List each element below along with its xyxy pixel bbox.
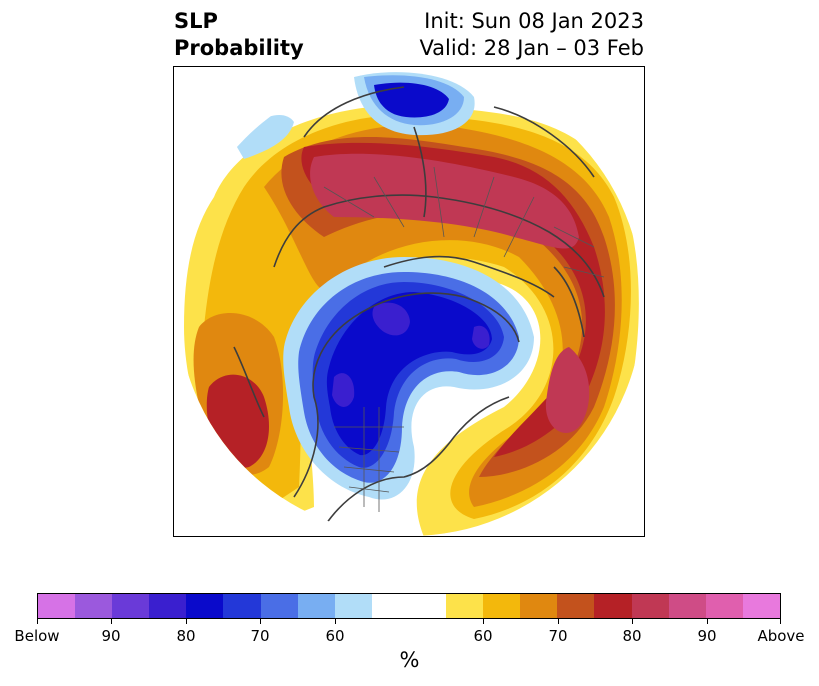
colorbar-tick (260, 619, 261, 624)
colorbar-tick-label: 70 (250, 627, 270, 645)
colorbar-segment (742, 594, 780, 618)
colorbar-tick-label: 80 (176, 627, 196, 645)
colorbar-tick (186, 619, 187, 624)
map-title: SLP Probability (174, 8, 304, 62)
colorbar-segment (297, 594, 335, 618)
colorbar-segment (334, 594, 372, 618)
colorbar-tick (37, 619, 38, 624)
colorbar-segment (520, 594, 558, 618)
colorbar-tick-label: 80 (622, 627, 642, 645)
below-core-region-west (332, 373, 355, 407)
colorbar-tick (335, 619, 336, 624)
colorbar-segment (483, 594, 521, 618)
colorbar-tick (483, 619, 484, 624)
colorbar-segment (705, 594, 743, 618)
colorbar-tick (632, 619, 633, 624)
below-core-region-east (472, 325, 490, 349)
below-strong-region-center (326, 292, 492, 456)
colorbar-segment (149, 594, 187, 618)
colorbar-segment (260, 594, 298, 618)
colorbar (37, 593, 781, 619)
colorbar-ticks: Below 90 80 70 60 60 70 80 90 Above (14, 619, 805, 645)
colorbar-tick-label: 90 (697, 627, 717, 645)
colorbar-segment (75, 594, 113, 618)
colorbar-segment (38, 594, 76, 618)
colorbar-tick (111, 619, 112, 624)
above-peak-region-north (310, 153, 579, 249)
colorbar-segment (631, 594, 669, 618)
colorbar-segment (446, 594, 484, 618)
borders (323, 166, 605, 512)
colorbar-tick-label: 60 (473, 627, 493, 645)
colorbar-segment (223, 594, 261, 618)
below-strong-region-north (374, 82, 449, 118)
title-line-1: SLP (174, 9, 218, 33)
colorbar-segment (557, 594, 595, 618)
colorbar-tick-label: 60 (325, 627, 345, 645)
map-panel (173, 66, 645, 537)
coastlines (233, 86, 605, 528)
init-date: Init: Sun 08 Jan 2023 (424, 9, 644, 33)
colorbar-tick (780, 619, 781, 624)
colorbar-tick-label: Below (14, 627, 60, 645)
colorbar-tick (558, 619, 559, 624)
title-line-2: Probability (174, 36, 304, 60)
valid-date: Valid: 28 Jan – 03 Feb (419, 36, 644, 60)
colorbar-tick-label: 90 (101, 627, 121, 645)
colorbar-tick-label: 70 (548, 627, 568, 645)
colorbar-segment (594, 594, 632, 618)
colorbar-unit: % (399, 648, 420, 672)
above-peak-region-east (545, 347, 590, 433)
colorbar-tick (707, 619, 708, 624)
forecast-dates: Init: Sun 08 Jan 2023 Valid: 28 Jan – 03… (419, 8, 644, 62)
colorbar-segment (186, 594, 224, 618)
colorbar-segment (668, 594, 706, 618)
probability-map (177, 70, 643, 536)
colorbar-tick-label: Above (757, 627, 805, 645)
below-faint-region-west (234, 114, 294, 159)
below-core-region (372, 302, 410, 336)
colorbar-segment (371, 594, 447, 618)
colorbar-segment (112, 594, 150, 618)
